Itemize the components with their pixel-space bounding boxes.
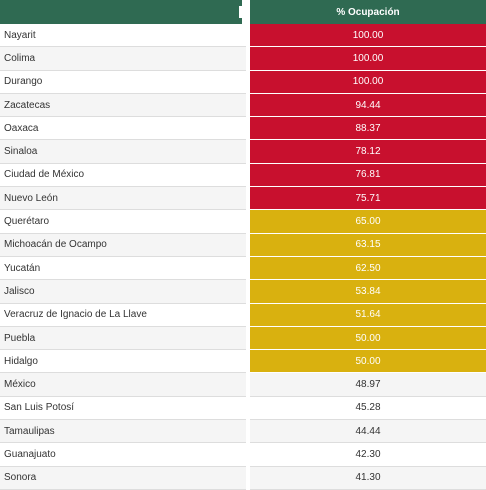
table-row-state: Colima <box>0 47 246 71</box>
table-row-occupancy: 44.44 <box>250 420 486 444</box>
table-row-occupancy: 76.81 <box>250 163 486 188</box>
table-row-occupancy: 45.28 <box>250 396 486 421</box>
table-row-occupancy: 51.64 <box>250 303 486 327</box>
table-row-state: Zacatecas <box>0 93 246 118</box>
table-row-occupancy: 50.00 <box>250 326 486 351</box>
table-row-state: Jalisco <box>0 280 246 304</box>
table-row-state: Oaxaca <box>0 117 246 141</box>
table-row-state: Ciudad de México <box>0 164 246 188</box>
table-row-state: San Luis Potosí <box>0 397 246 421</box>
table-row-occupancy: 94.44 <box>250 93 486 118</box>
table-row-occupancy: 75.71 <box>250 187 486 211</box>
table-row-occupancy: 41.30 <box>250 466 486 490</box>
table-row-occupancy: 53.84 <box>250 280 486 304</box>
occupancy-column-header: % Ocupación <box>250 0 486 24</box>
table-row-state: Sonora <box>0 466 246 490</box>
table-row-state: Tamaulipas <box>0 420 246 444</box>
occupancy-column: 100.00 100.00 100.00 94.44 88.37 78.12 76.81 75… <box>250 24 486 490</box>
table-row-state: Hidalgo <box>0 350 246 374</box>
table-row-state: Michoacán de Ocampo <box>0 233 246 257</box>
table-row-occupancy: 62.50 <box>250 256 486 281</box>
table-row-occupancy: 63.15 <box>250 233 486 257</box>
table-row-state: Durango <box>0 71 246 94</box>
table-row-state: Sinaloa <box>0 140 246 164</box>
table-row-occupancy: 88.37 <box>250 117 486 141</box>
table-row-state: México <box>0 373 246 397</box>
table-row-occupancy: 50.00 <box>250 350 486 374</box>
table-row-occupancy: 100.00 <box>250 47 486 71</box>
table-row-state: Querétaro <box>0 210 246 234</box>
table-row-occupancy: 48.97 <box>250 373 486 397</box>
table-row-state: Yucatán <box>0 257 246 281</box>
table-row-occupancy: 78.12 <box>250 140 486 164</box>
table-row-occupancy: 65.00 <box>250 210 486 234</box>
table-row-occupancy: 100.00 <box>250 70 486 94</box>
table-row-state: Puebla <box>0 326 246 351</box>
state-column-header <box>0 0 242 24</box>
header-divider <box>239 6 242 18</box>
table-row-state: Veracruz de Ignacio de La Llave <box>0 304 246 327</box>
state-column: Nayarit Colima Durango Zacatecas Oaxaca Sinal… <box>0 24 246 490</box>
table-row-state: Nayarit <box>0 24 246 48</box>
table-row-state: Nuevo León <box>0 187 246 211</box>
table-row-state: Guanajuato <box>0 443 246 467</box>
table-row-occupancy: 100.00 <box>250 24 486 48</box>
table-row-occupancy: 42.30 <box>250 443 486 467</box>
